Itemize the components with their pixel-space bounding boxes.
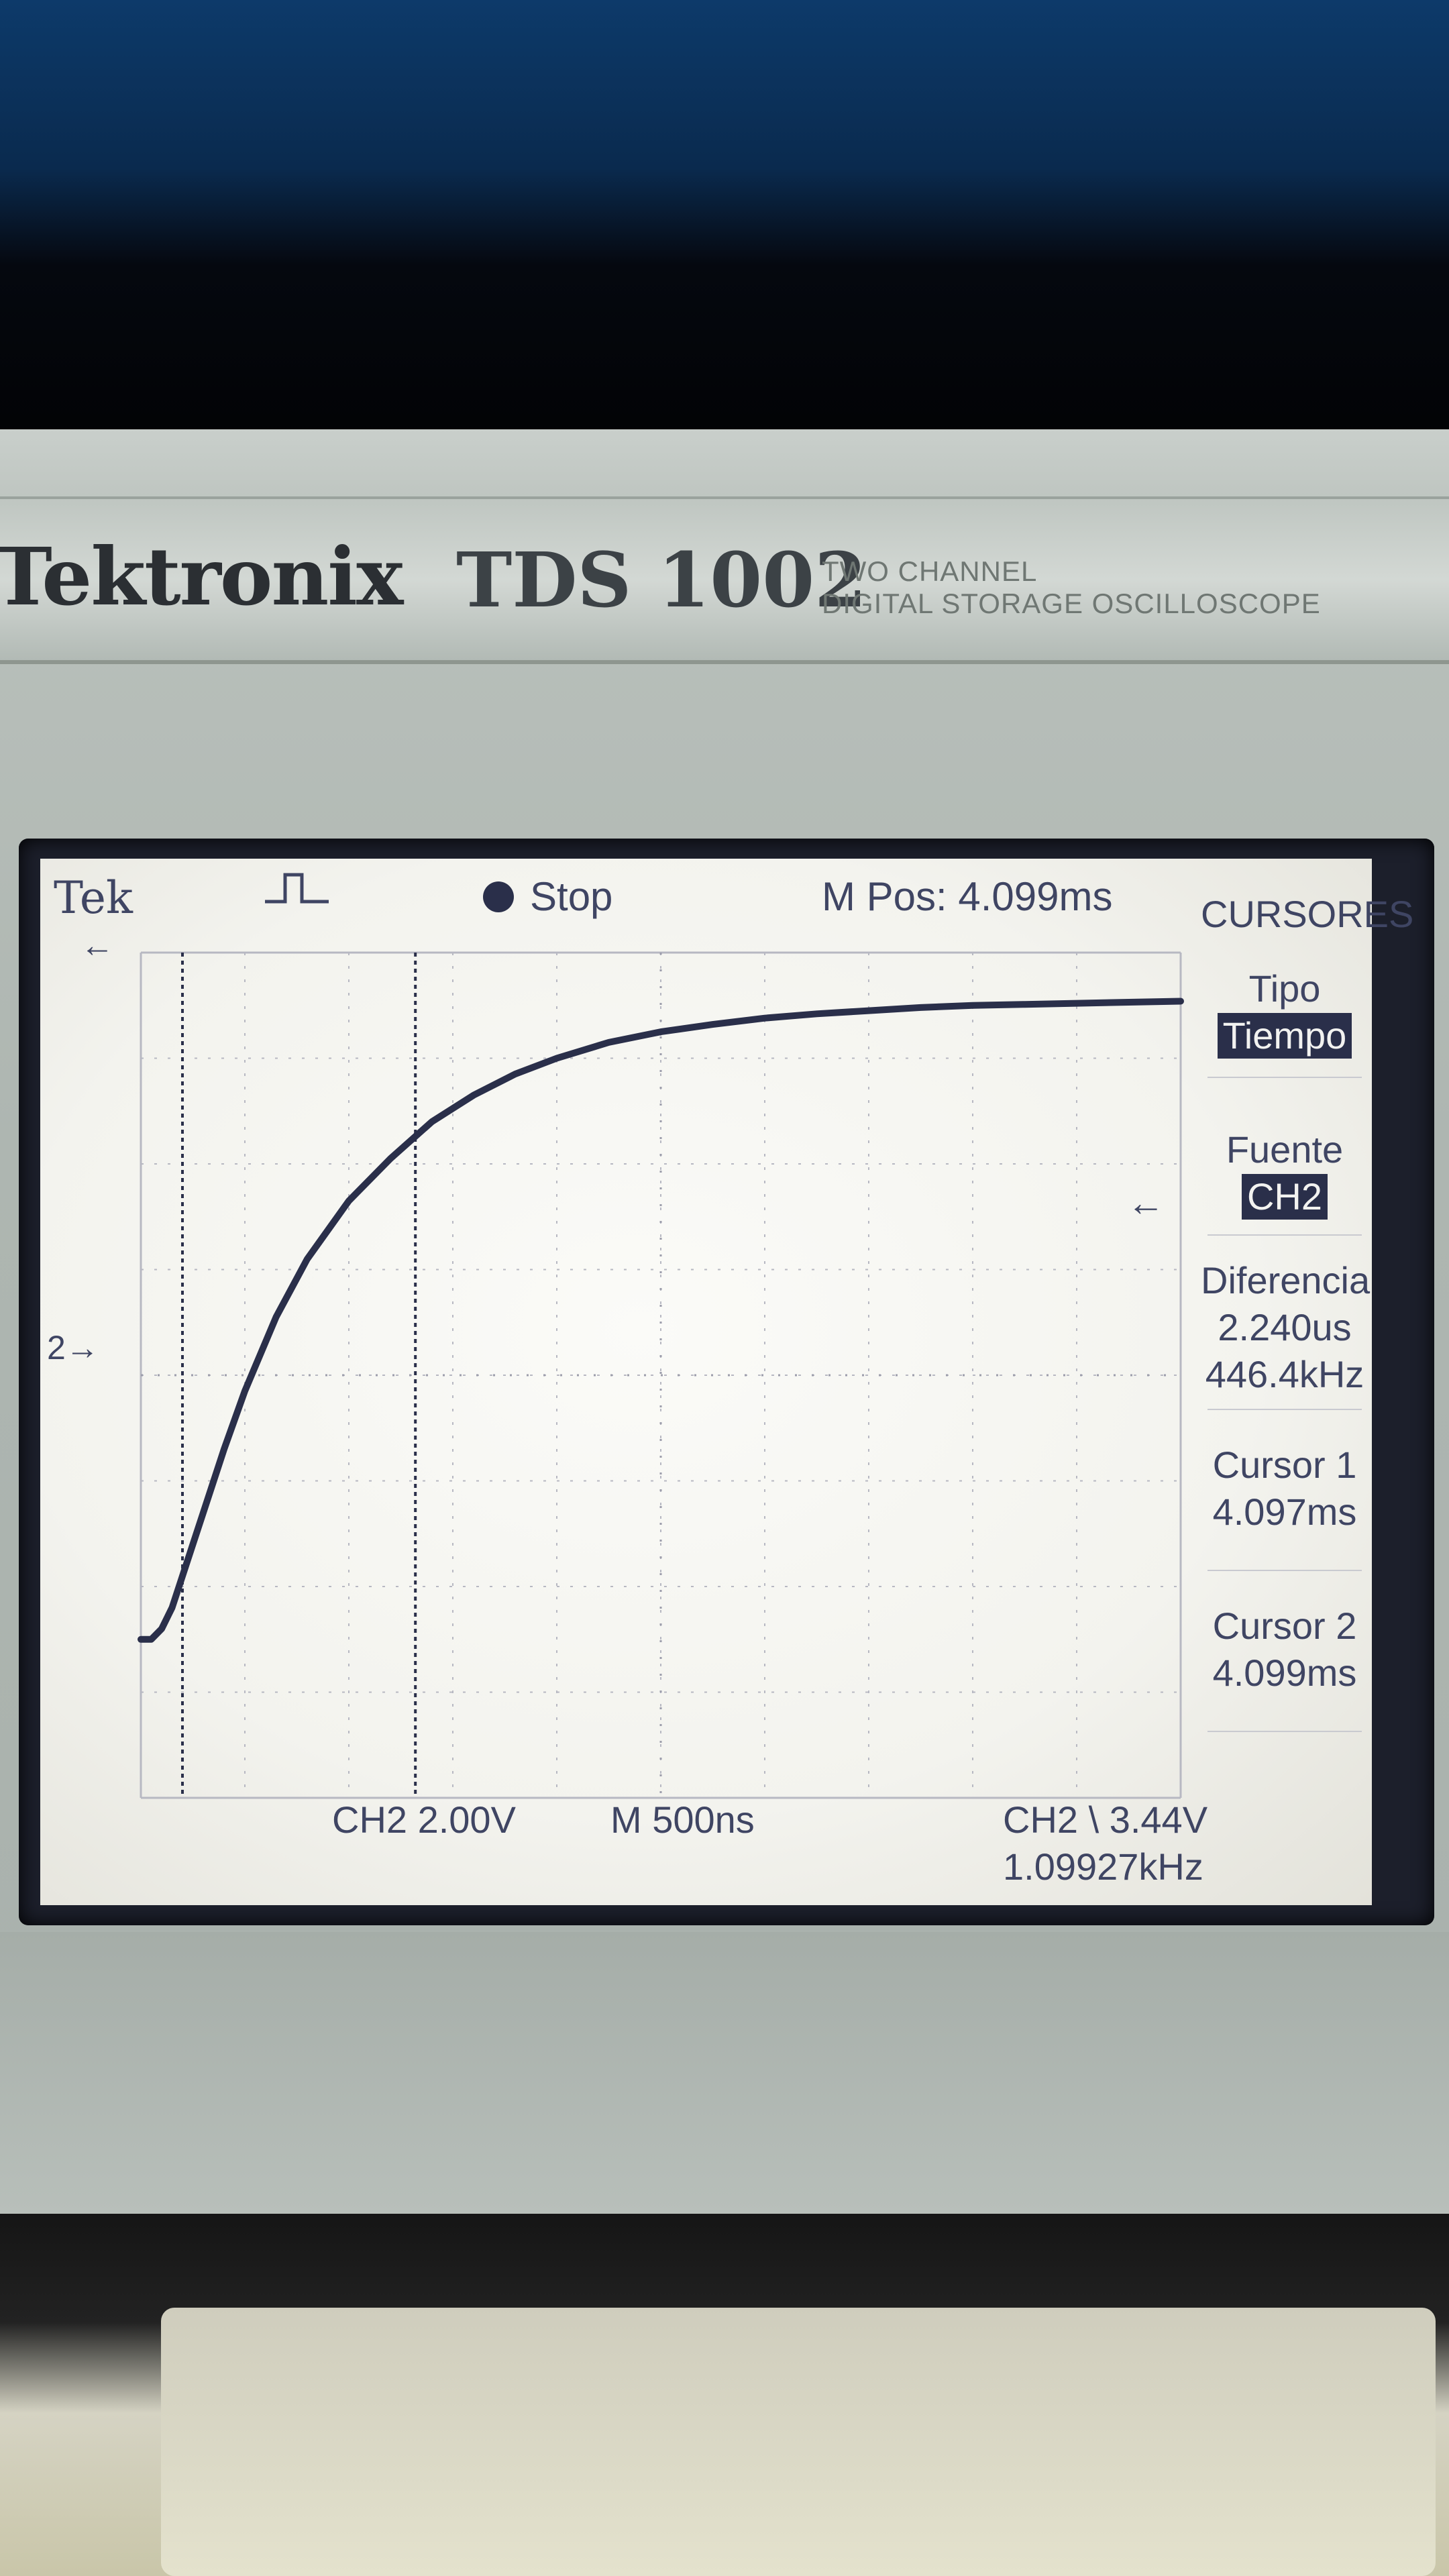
menu-separator — [1208, 1570, 1362, 1571]
stop-indicator-icon — [483, 881, 514, 912]
menu-title: CURSORES — [1201, 893, 1414, 935]
cursor-2-value: 4.099ms — [1212, 1652, 1357, 1694]
waveform-svg — [138, 951, 1184, 1799]
tagline-line-1: TWO CHANNEL — [822, 555, 1038, 587]
waveform-plot — [138, 951, 1184, 1799]
tipo-button[interactable]: Tiempo — [1201, 1013, 1368, 1059]
m-pos-readout: M Pos: 4.099ms — [822, 874, 1113, 919]
frequency-readout: 1.09927kHz — [1003, 1845, 1203, 1888]
model-name: TDS 1002 — [456, 537, 867, 625]
brand-band — [0, 496, 1449, 664]
acquisition-state: Stop — [530, 874, 613, 919]
timebase-readout: M 500ns — [610, 1799, 755, 1841]
tagline-line-2: DIGITAL STORAGE OSCILLOSCOPE — [822, 588, 1321, 619]
menu-separator — [1208, 1409, 1362, 1410]
fuente-value: CH2 — [1241, 1174, 1328, 1220]
tipo-value: Tiempo — [1217, 1013, 1352, 1059]
diferencia-frequency: 446.4kHz — [1205, 1353, 1364, 1395]
cursor-menu: CURSORES Tipo Tiempo Fuente CH2 Diferenc… — [1201, 892, 1414, 1778]
cursor-1-value: 4.097ms — [1212, 1491, 1357, 1533]
menu-separator — [1208, 1731, 1362, 1732]
trigger-level-arrow-icon: ← — [1127, 1181, 1165, 1224]
channel-2-marker: 2→ — [47, 1329, 99, 1366]
acquisition-icon — [262, 868, 335, 918]
cursor-2-label: Cursor 2 — [1212, 1605, 1357, 1647]
trigger-position-arrow-icon: ← — [80, 926, 114, 964]
front-panel-lower — [161, 2308, 1436, 2576]
waveform-trace-ch2 — [138, 998, 1184, 1643]
model-tagline: TWO CHANNEL DIGITAL STORAGE OSCILLOSCOPE — [822, 555, 1321, 620]
diferencia-label: Diferencia — [1201, 1259, 1371, 1301]
background-top — [0, 0, 1449, 443]
trigger-readout: CH2 \ 3.44V — [1003, 1799, 1208, 1841]
oscilloscope-screen: Tek Stop M Pos: 4.099ms ← 2→ ← CURSORES … — [40, 859, 1414, 1905]
menu-separator — [1208, 1234, 1362, 1236]
fuente-label: Fuente — [1226, 1128, 1344, 1171]
fuente-button[interactable]: CH2 — [1201, 1174, 1368, 1220]
channel-2-marker-label: 2 — [47, 1329, 66, 1366]
menu-separator — [1208, 1077, 1362, 1078]
ch2-scale-readout: CH2 2.00V — [332, 1799, 516, 1841]
tek-logo: Tek — [54, 872, 133, 924]
cursor-1-label: Cursor 1 — [1212, 1444, 1357, 1486]
diferencia-time: 2.240us — [1218, 1306, 1352, 1348]
tipo-label: Tipo — [1248, 967, 1321, 1010]
brand-logo: Tektronix — [0, 530, 403, 623]
lower-bezel — [0, 1932, 1449, 2214]
